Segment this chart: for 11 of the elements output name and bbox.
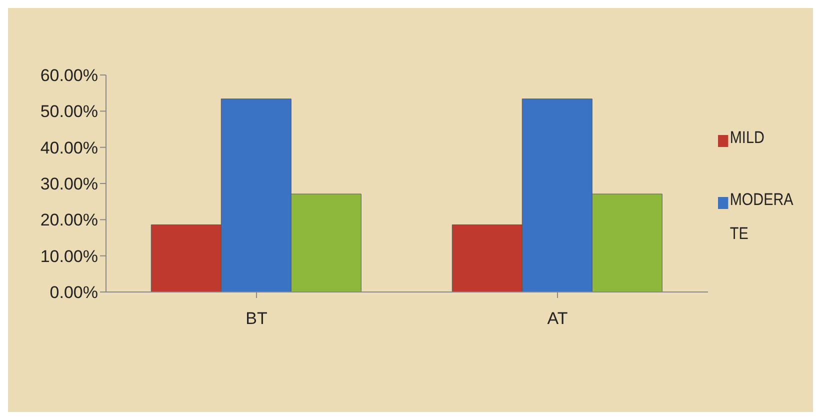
y-tick-label: 20.00% <box>40 210 98 230</box>
x-tick-label: BT <box>246 309 268 328</box>
y-tick-label: 30.00% <box>40 174 98 194</box>
legend-label: MILD <box>730 127 764 149</box>
y-tick-label: 10.00% <box>40 246 98 266</box>
legend-label: MODERATE <box>730 189 794 245</box>
y-tick-label: 40.00% <box>40 138 98 158</box>
x-tick-label: AT <box>547 309 568 328</box>
y-tick-label: 0.00% <box>50 283 98 302</box>
y-tick-label: 50.00% <box>40 102 98 122</box>
y-tick-label: 60.00% <box>40 66 98 86</box>
